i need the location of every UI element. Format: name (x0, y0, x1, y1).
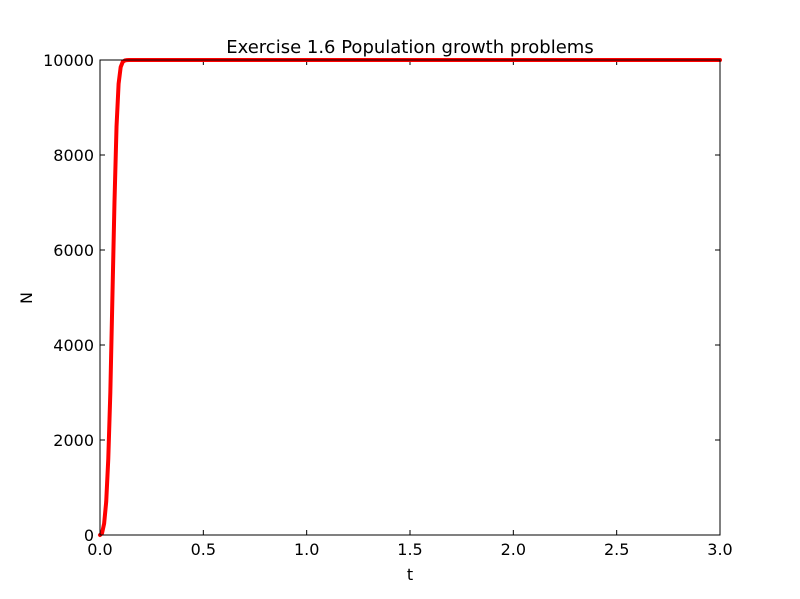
x-tick-label: 0.0 (87, 540, 112, 559)
y-tick-label: 8000 (53, 146, 94, 165)
x-tick-label: 2.0 (501, 540, 526, 559)
x-tick-label: 1.0 (294, 540, 319, 559)
y-tick-label: 2000 (53, 431, 94, 450)
x-tick-label: 1.5 (397, 540, 422, 559)
ticks-layer: 0.0 0.5 1.0 1.5 2.0 2.5 3.0 0 2000 4000 6000 8000 10… (43, 51, 733, 559)
plot-area (100, 60, 720, 535)
x-tick-label: 2.5 (604, 540, 629, 559)
y-axis-label: N (17, 292, 36, 304)
plot-frame (99, 59, 721, 536)
x-axis-label: t (407, 565, 413, 584)
chart-title: Exercise 1.6 Population growth problems (226, 37, 593, 58)
y-tick-label: 0 (84, 526, 94, 545)
y-tick-label: 6000 (53, 241, 94, 260)
y-tick-label: 4000 (53, 336, 94, 355)
x-tick-label: 3.0 (707, 540, 732, 559)
x-tick-label: 0.5 (191, 540, 216, 559)
y-tick-label: 10000 (43, 51, 94, 70)
